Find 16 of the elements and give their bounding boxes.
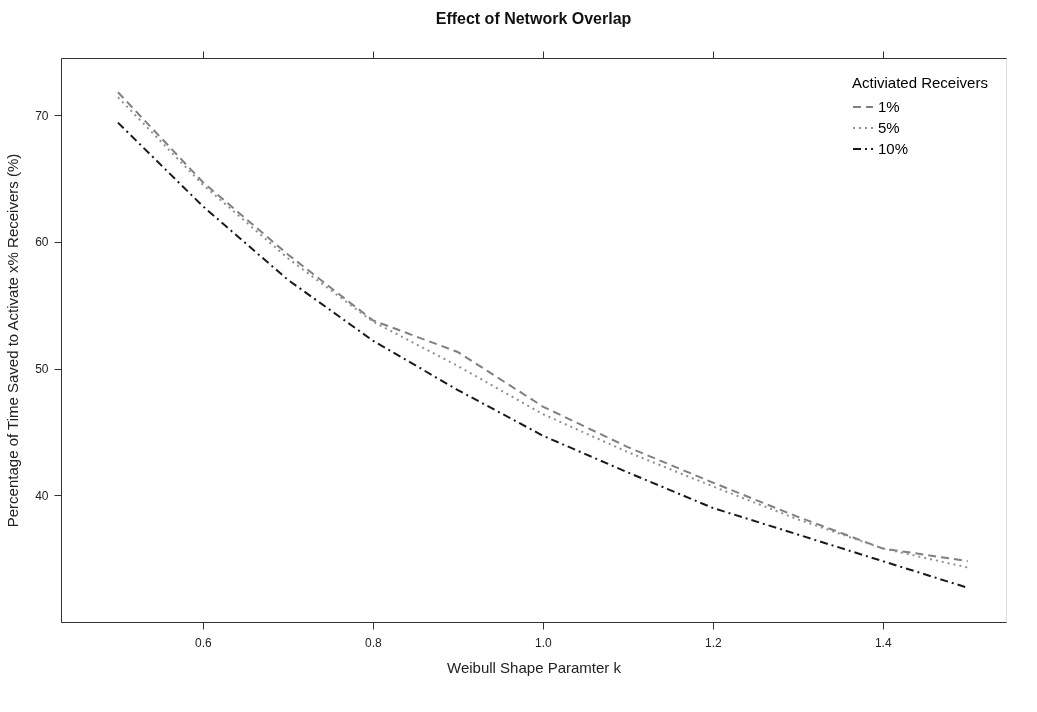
y-tick-label: 60 xyxy=(35,235,49,250)
x-tick-label: 1.0 xyxy=(535,635,553,650)
chart-title: Effect of Network Overlap xyxy=(435,9,632,27)
y-tick-label: 50 xyxy=(35,362,49,377)
x-axis-title: Weibull Shape Paramter k xyxy=(447,658,622,676)
y-axis-title: Percentage of Time Saved to Activate x% Receivers (%) xyxy=(4,153,22,528)
y-tick-label: 40 xyxy=(35,488,49,503)
legend-label: 5% xyxy=(878,119,900,136)
x-tick-label: 0.6 xyxy=(195,635,213,650)
x-tick-label: 1.2 xyxy=(704,635,722,650)
legend-label: 1% xyxy=(878,98,900,115)
legend-label: 10% xyxy=(878,140,909,157)
x-tick-label: 1.4 xyxy=(874,635,892,650)
legend-title: Activiated Receivers xyxy=(852,74,988,91)
y-tick-label: 70 xyxy=(35,108,49,123)
x-tick-label: 0.8 xyxy=(365,635,383,650)
